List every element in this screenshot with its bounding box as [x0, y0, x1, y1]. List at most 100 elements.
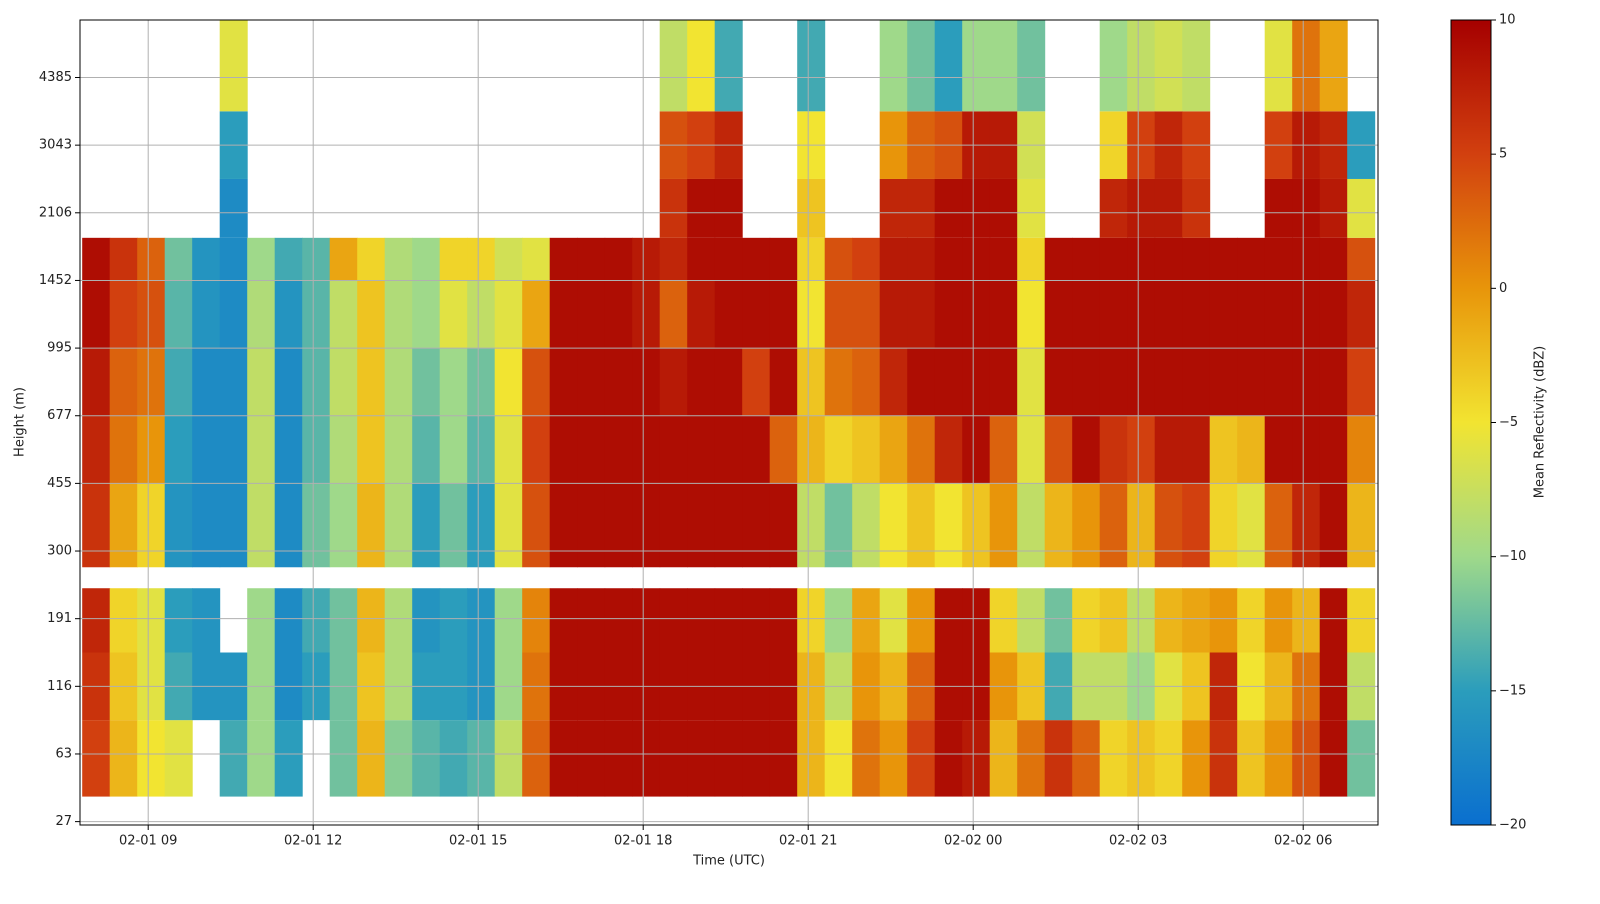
- heatmap-cell: [659, 280, 688, 349]
- heatmap-cell: [384, 237, 413, 281]
- heatmap-cell: [494, 720, 523, 797]
- heatmap-cell: [1099, 415, 1128, 484]
- heatmap-cell: [824, 720, 853, 797]
- heatmap-cell: [274, 348, 303, 416]
- x-axis-label: Time (UTC): [692, 854, 765, 869]
- plot-frame: [79, 19, 1379, 826]
- heatmap-cell: [824, 348, 853, 416]
- heatmap-cell: [714, 237, 743, 281]
- heatmap-cell: [192, 588, 221, 653]
- heatmap-cell: [1154, 348, 1183, 416]
- heatmap-cell: [632, 280, 661, 349]
- heatmap-cell: [549, 415, 578, 484]
- heatmap-cell: [357, 720, 386, 797]
- heatmap-cell: [934, 588, 963, 653]
- heatmap-cell: [1099, 720, 1128, 797]
- heatmap-cell: [439, 483, 468, 568]
- heatmap-cell: [577, 280, 606, 349]
- heatmap-cell: [1127, 720, 1156, 797]
- heatmap-cell: [1127, 483, 1156, 568]
- heatmap-cell: [192, 483, 221, 568]
- heatmap-cell: [412, 415, 441, 484]
- heatmap-cell: [769, 415, 798, 484]
- heatmap-cell: [302, 415, 331, 484]
- heatmap-cell: [1182, 720, 1211, 797]
- heatmap-cell: [1127, 588, 1156, 653]
- heatmap-cell: [659, 588, 688, 653]
- heatmap-cell: [1017, 588, 1046, 653]
- heatmap-cell: [1319, 415, 1348, 484]
- heatmap-cell: [577, 415, 606, 484]
- heatmap-cell: [549, 237, 578, 281]
- heatmap-cell: [549, 720, 578, 797]
- heatmap-cell: [109, 237, 138, 281]
- heatmap-cell: [1017, 20, 1046, 112]
- heatmap-cell: [164, 280, 193, 349]
- heatmap-cell: [357, 348, 386, 416]
- heatmap-cell: [302, 483, 331, 568]
- colorbar-tick-label: −20: [1499, 818, 1526, 833]
- heatmap-cell: [412, 280, 441, 349]
- heatmap-cell: [1292, 348, 1321, 416]
- heatmap-cell: [219, 415, 248, 484]
- y-tick-label: 63: [55, 746, 72, 761]
- heatmap-cell: [192, 348, 221, 416]
- heatmap-cell: [164, 588, 193, 653]
- heatmap-cell: [1099, 588, 1128, 653]
- heatmap-cell: [1319, 483, 1348, 568]
- heatmap-cell: [467, 588, 496, 653]
- heatmap-cell: [494, 348, 523, 416]
- heatmap-cell: [1182, 20, 1211, 112]
- x-tick-label: 02-01 09: [119, 834, 177, 849]
- heatmap-cell: [852, 483, 881, 568]
- heatmap-cell: [412, 237, 441, 281]
- heatmap-cell: [797, 280, 826, 349]
- heatmap-cell: [109, 720, 138, 797]
- heatmap-cell: [1154, 720, 1183, 797]
- heatmap-cell: [769, 237, 798, 281]
- heatmap-cell: [247, 588, 276, 653]
- heatmap-cell: [1209, 348, 1238, 416]
- heatmap-cell: [274, 483, 303, 568]
- heatmap-cell: [989, 588, 1018, 653]
- heatmap-cell: [824, 483, 853, 568]
- heatmap-cell: [164, 237, 193, 281]
- heatmap-cell: [879, 720, 908, 797]
- heatmap-cell: [1182, 237, 1211, 281]
- colorbar-tick-label: 0: [1499, 281, 1507, 296]
- heatmap-cell: [109, 280, 138, 349]
- heatmap-cell: [1319, 280, 1348, 349]
- heatmap-cell: [714, 348, 743, 416]
- heatmap-cell: [329, 348, 358, 416]
- heatmap-cell: [989, 720, 1018, 797]
- heatmap-cell: [1072, 348, 1101, 416]
- heatmap-cell: [714, 178, 743, 238]
- heatmap-cell: [522, 415, 551, 484]
- heatmap-cell: [247, 483, 276, 568]
- heatmap-cell: [1044, 588, 1073, 653]
- heatmap-cell: [1044, 720, 1073, 797]
- heatmap-cell: [632, 415, 661, 484]
- colorbar-tick-label: 5: [1499, 147, 1507, 162]
- heatmap-cell: [1044, 483, 1073, 568]
- heatmap-cell: [1347, 237, 1376, 281]
- heatmap-cell: [1127, 178, 1156, 238]
- heatmap-cell: [714, 720, 743, 797]
- heatmap-cell: [357, 483, 386, 568]
- heatmap-cell: [989, 178, 1018, 238]
- heatmap-cell: [164, 720, 193, 797]
- heatmap-cell: [1347, 280, 1376, 349]
- heatmap-cell: [164, 348, 193, 416]
- heatmap-cell: [934, 237, 963, 281]
- heatmap-cell: [1154, 483, 1183, 568]
- heatmap-cell: [1347, 415, 1376, 484]
- heatmap-cell: [659, 348, 688, 416]
- heatmap-cell: [852, 348, 881, 416]
- heatmap-cell: [962, 588, 991, 653]
- heatmap-cell: [879, 588, 908, 653]
- heatmap-cell: [769, 483, 798, 568]
- heatmap-cell: [907, 483, 936, 568]
- heatmap-cell: [824, 237, 853, 281]
- heatmap-cell: [412, 588, 441, 653]
- heatmap-cell: [1182, 280, 1211, 349]
